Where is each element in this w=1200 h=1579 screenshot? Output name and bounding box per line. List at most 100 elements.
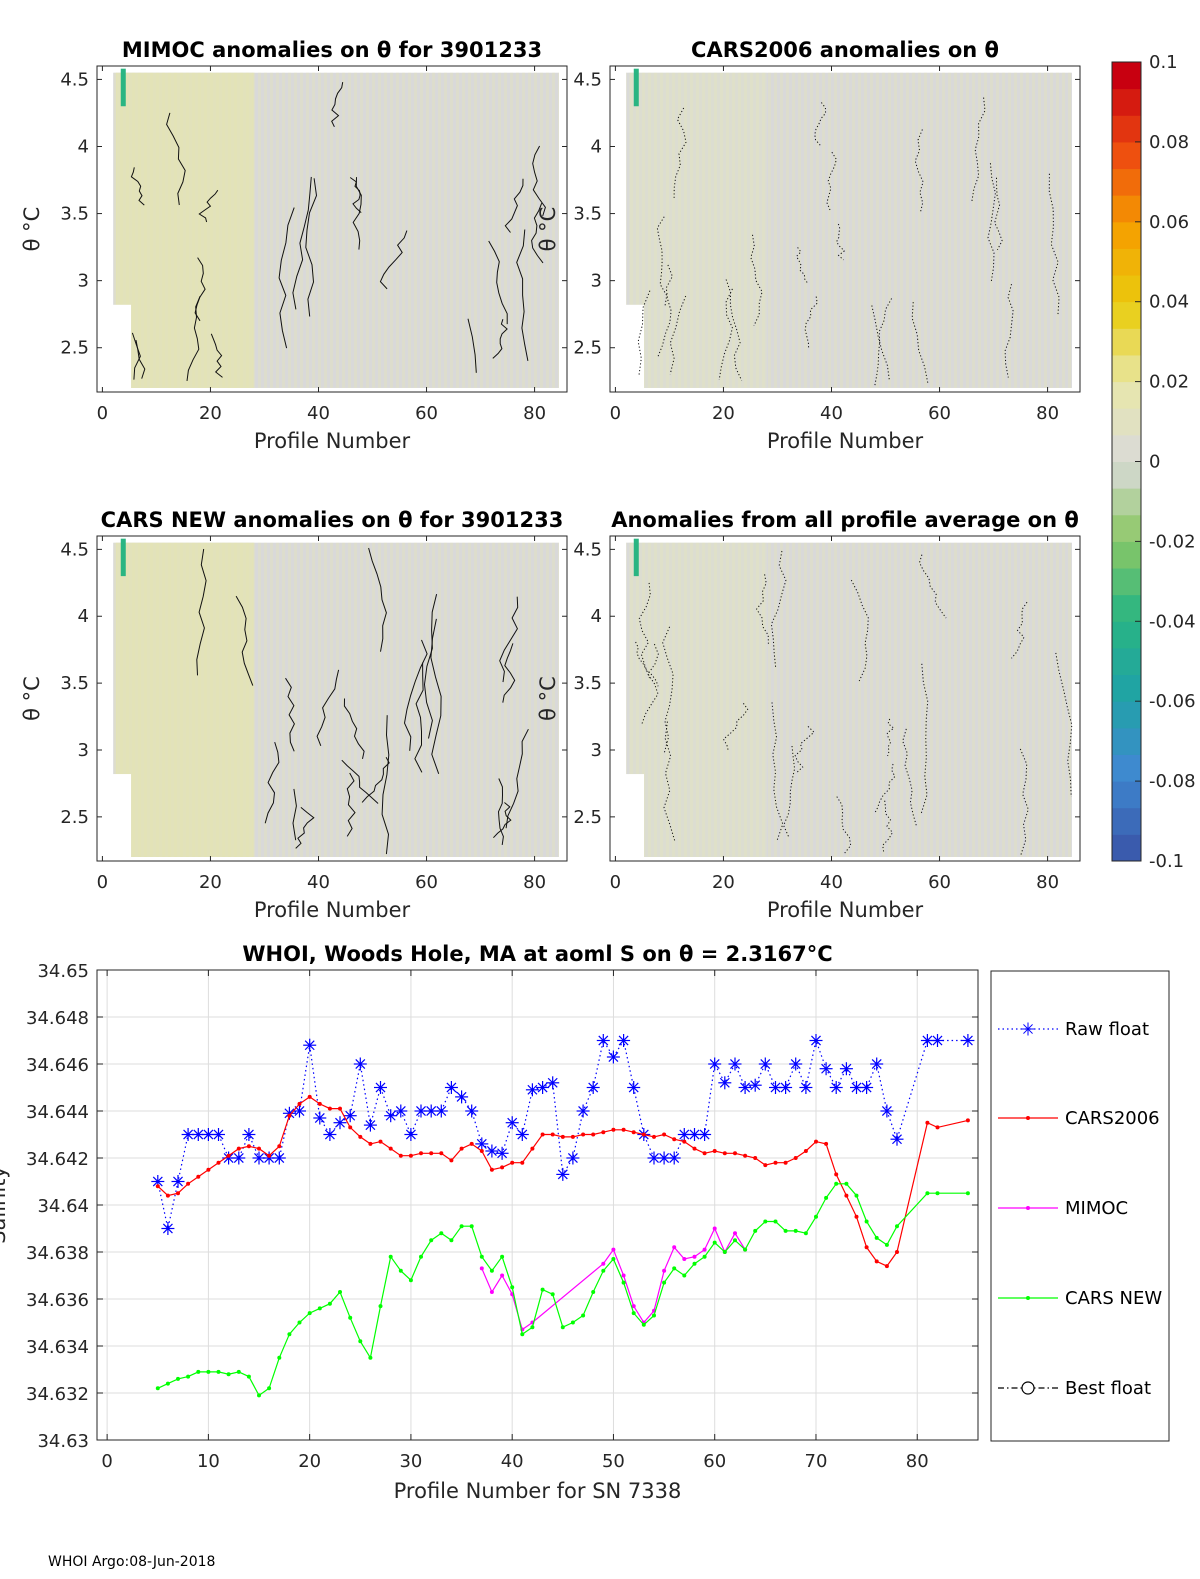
x-tick-label: 60 — [928, 403, 951, 424]
x-tick-label: 60 — [415, 403, 438, 424]
y-tick-label: 3 — [591, 740, 602, 761]
data-point — [733, 1151, 737, 1156]
panel-title: CARS NEW anomalies on θ for 3901233 — [101, 508, 564, 532]
data-point — [459, 1146, 464, 1151]
data-point — [176, 1191, 180, 1196]
data-point — [748, 1078, 762, 1092]
data-point — [510, 1160, 515, 1165]
data-point — [520, 1160, 525, 1165]
contour-line — [504, 178, 524, 233]
contour-line — [305, 178, 318, 317]
colorbar-segment — [1112, 594, 1141, 622]
colorbar-segment — [1112, 381, 1141, 409]
data-point — [591, 1132, 596, 1137]
data-point — [662, 1268, 667, 1273]
data-point — [434, 1104, 448, 1118]
data-point — [196, 1174, 201, 1179]
heatmap-panel-4: 0 20 40 60 80 2.5 3 3.5 4 4.5 Anomalies from all p… — [536, 508, 1081, 922]
legend-label: MIMOC — [1065, 1198, 1128, 1219]
data-point — [550, 1132, 555, 1137]
colorbar-segment — [1112, 834, 1141, 862]
data-point — [692, 1261, 697, 1266]
data-point — [733, 1231, 737, 1236]
contour-line — [911, 302, 929, 383]
x-tick-label: 80 — [523, 872, 546, 893]
legend-entry: Raw float — [998, 1019, 1149, 1040]
heatmap-panel-1: 0 20 40 60 80 2.5 3 3.5 4 4.5 MIMOC anomalies on θ… — [20, 38, 568, 453]
data-point — [404, 1128, 418, 1141]
contour-line — [381, 715, 390, 855]
colorbar-tick-label: -0.08 — [1149, 771, 1196, 792]
data-point — [439, 1151, 444, 1156]
data-point — [627, 1081, 641, 1094]
cold-anomaly-streak — [633, 68, 639, 107]
colorbar-segment — [1112, 301, 1141, 329]
contour-line — [770, 550, 787, 668]
data-point — [692, 1254, 697, 1259]
data-point — [176, 1376, 180, 1381]
y-tick-label: 34.634 — [26, 1337, 89, 1358]
x-tick-label: 60 — [703, 1451, 726, 1472]
data-point — [368, 1355, 373, 1360]
legend-entry: Best float — [998, 1378, 1151, 1399]
footer-timestamp: WHOI Argo:08-Jun-2018 — [48, 1554, 216, 1570]
heatmap-panel-2: 0 20 40 60 80 2.5 3 3.5 4 4.5 CARS2006 anomalies o… — [536, 38, 1081, 453]
data-point — [935, 1191, 940, 1196]
data-point — [702, 1254, 707, 1259]
data-point — [763, 1219, 768, 1224]
data-point — [479, 1149, 484, 1153]
data-point — [965, 1118, 970, 1123]
data-point — [570, 1134, 575, 1139]
data-point — [236, 1146, 241, 1151]
y-tick-label: 3 — [78, 740, 89, 761]
colorbar-segment — [1112, 621, 1141, 649]
data-point — [692, 1146, 697, 1151]
contour-line — [235, 595, 254, 686]
data-point — [216, 1369, 221, 1374]
data-point — [327, 1301, 332, 1306]
data-point — [196, 1369, 201, 1374]
contour-line — [130, 167, 145, 206]
y-tick-label: 34.65 — [37, 961, 89, 982]
data-point — [394, 1104, 408, 1118]
x-axis-label: Profile Number — [767, 898, 924, 922]
contour-line — [826, 151, 837, 211]
contour-line — [368, 547, 387, 652]
data-point — [793, 1156, 798, 1160]
data-point — [753, 1228, 758, 1233]
y-tick-label: 34.632 — [26, 1384, 89, 1405]
data-point — [672, 1137, 677, 1142]
data-point — [186, 1374, 191, 1379]
data-point — [201, 1128, 215, 1141]
contour-line — [264, 741, 280, 824]
y-tick-label: 4 — [78, 136, 89, 157]
data-point — [819, 1062, 833, 1076]
contour-line — [795, 247, 809, 284]
data-point — [469, 1141, 474, 1146]
missing-data-region — [111, 774, 132, 860]
missing-data-region — [624, 774, 645, 860]
data-point — [803, 1149, 808, 1153]
contour-line — [994, 177, 1003, 251]
data-point — [662, 1132, 667, 1137]
contour-line — [641, 643, 659, 725]
colorbar-tick-label: -0.1 — [1149, 851, 1184, 872]
colorbar-segment — [1112, 754, 1141, 782]
data-point — [525, 1083, 539, 1097]
data-point — [712, 1226, 717, 1231]
data-point — [708, 1057, 722, 1071]
data-point — [702, 1247, 707, 1252]
contour-line — [902, 728, 918, 828]
data-point — [743, 1247, 748, 1252]
contour-line — [663, 721, 676, 843]
y-tick-label: 34.642 — [26, 1149, 89, 1170]
y-tick-label: 4 — [591, 606, 602, 627]
data-point — [652, 1134, 656, 1139]
contour-line — [403, 639, 428, 751]
data-point — [890, 1132, 904, 1146]
data-point — [753, 1156, 758, 1160]
x-axis-label: Profile Number for SN 7338 — [394, 1479, 682, 1503]
data-point — [226, 1153, 231, 1158]
y-tick-label: 3.5 — [60, 673, 89, 694]
contour-line — [873, 763, 896, 815]
